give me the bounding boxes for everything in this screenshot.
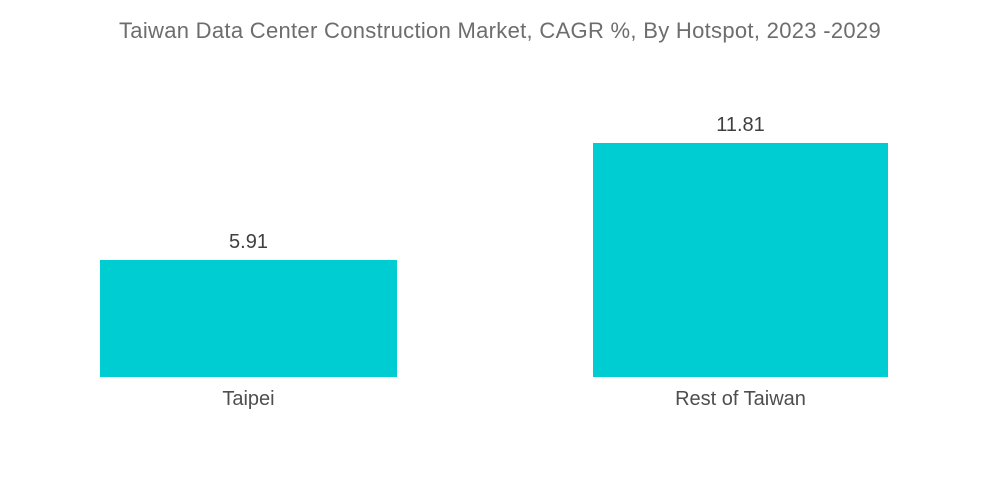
- chart-title: Taiwan Data Center Construction Market, …: [118, 18, 881, 43]
- bar-value-label: 5.91: [229, 231, 268, 253]
- bar: [593, 143, 888, 377]
- category-label: Rest of Taiwan: [675, 388, 806, 410]
- bar-group-rest-of-taiwan: 11.81 Rest of Taiwan: [593, 0, 888, 409]
- category-label: Taipei: [222, 388, 275, 410]
- bar: [100, 260, 397, 377]
- plot-area: 5.91 Taipei 11.81 Rest of Taiwan: [100, 0, 888, 409]
- bar-value-label: 11.81: [716, 114, 765, 136]
- bar-group-taipei: 5.91 Taipei: [100, 0, 397, 409]
